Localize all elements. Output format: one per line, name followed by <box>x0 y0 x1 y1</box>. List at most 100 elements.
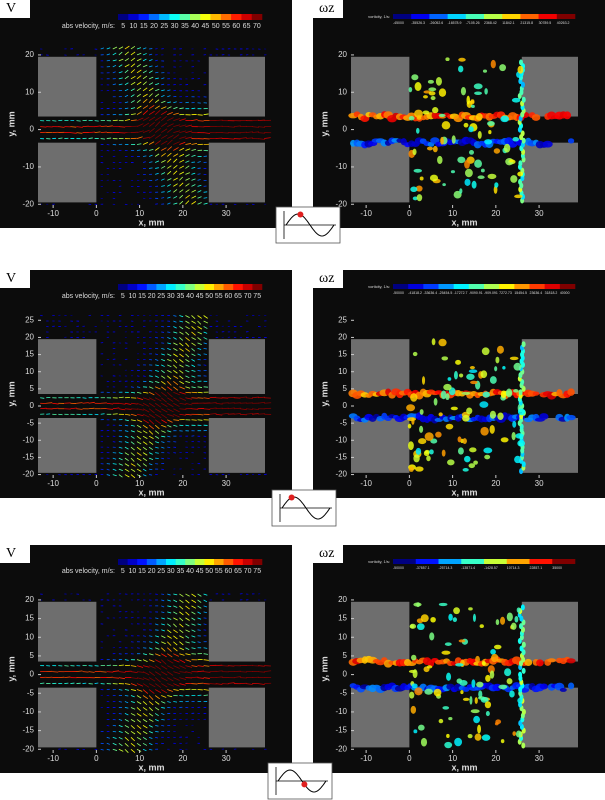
vector <box>239 671 247 673</box>
vector <box>173 124 181 127</box>
vector <box>161 695 167 698</box>
vorticity-blob <box>485 711 490 717</box>
colorbar-tick-label: 65 <box>234 568 242 575</box>
vector <box>154 153 160 157</box>
vector <box>185 653 191 656</box>
vector <box>148 719 154 722</box>
vector <box>58 413 63 416</box>
vorticity-blob <box>468 126 474 133</box>
vector <box>112 407 120 410</box>
colorbar-tick-label: 70 <box>244 568 252 575</box>
vector <box>130 457 135 462</box>
vorticity-blob <box>482 69 488 73</box>
vector <box>136 149 141 151</box>
vorticity-blob <box>521 96 526 103</box>
vector <box>118 701 122 703</box>
vector <box>160 659 167 665</box>
vector <box>136 748 142 752</box>
vector <box>167 101 171 104</box>
y-tick-label: -10 <box>22 707 34 716</box>
x-tick-label: 20 <box>178 209 187 218</box>
vector <box>142 713 148 717</box>
vorticity-blob <box>438 718 444 724</box>
vector <box>124 408 132 410</box>
vector <box>136 386 141 388</box>
vector <box>197 320 202 325</box>
colorbar-tick-label: 20 <box>150 23 158 30</box>
vector <box>124 731 130 735</box>
vorticity-blob <box>457 447 464 455</box>
y-tick-label: -15 <box>335 726 347 735</box>
colorbar-tick-label: 2368.42 <box>484 21 497 25</box>
vector <box>112 71 116 74</box>
vector <box>154 391 161 397</box>
vector <box>142 142 149 145</box>
vector <box>148 134 156 139</box>
wall-block <box>208 142 265 203</box>
vector <box>155 724 159 727</box>
colorbar-tick-label: 40 <box>191 23 199 30</box>
vector <box>160 391 168 397</box>
vorticity-blob <box>422 110 430 115</box>
y-tick-label: -10 <box>22 435 34 444</box>
vector <box>173 665 180 669</box>
panel: -10 0 10 20 30 20 10 0 -10 -20 x, mm y, mm ωz vortici… <box>313 0 605 228</box>
vector <box>149 375 153 377</box>
y-tick-label: -20 <box>22 744 34 753</box>
colorbar-tick-label: -33636.4 <box>423 291 437 295</box>
vector <box>173 348 178 351</box>
colorbar-label: vorticity, 1/s: <box>368 14 390 19</box>
vector <box>179 413 186 416</box>
vector <box>197 593 202 597</box>
panel-title: V <box>6 546 16 561</box>
vector <box>88 401 95 404</box>
vector <box>191 119 198 122</box>
x-tick-label: 10 <box>448 754 457 763</box>
vector <box>124 45 130 50</box>
vorticity-blob <box>489 376 497 384</box>
vorticity-blob <box>461 391 471 395</box>
x-tick-label: 20 <box>491 754 500 763</box>
y-axis-label: y, mm <box>319 381 329 406</box>
vorticity-blob <box>466 407 473 415</box>
vorticity-blob <box>409 623 417 629</box>
vector <box>154 116 162 121</box>
vector <box>185 172 190 175</box>
x-tick-label: 0 <box>407 209 412 218</box>
y-tick-label: -20 <box>335 199 347 208</box>
vector <box>142 452 148 456</box>
vector <box>124 424 129 427</box>
vector <box>161 402 168 408</box>
vector <box>167 146 173 151</box>
vector <box>118 736 123 740</box>
vector <box>203 326 208 329</box>
vector <box>173 118 181 122</box>
vorticity-blob <box>566 414 576 421</box>
vorticity-blob <box>518 671 523 678</box>
vector <box>191 148 196 151</box>
vector <box>167 89 171 92</box>
colorbar-tick-label: -26052.6 <box>429 21 443 25</box>
colorbar-tick-label: 70 <box>244 293 252 300</box>
vector <box>124 659 129 661</box>
vorticity-blob <box>450 406 458 411</box>
vector <box>173 593 178 596</box>
vorticity-blob <box>413 602 422 607</box>
vector <box>136 402 144 407</box>
vector <box>167 369 172 373</box>
vector <box>142 136 150 139</box>
vorticity-blob <box>452 617 458 623</box>
vector <box>124 689 130 691</box>
vector <box>185 160 190 163</box>
vorticity-blob <box>493 644 502 650</box>
colorbar-tick-label: 50 <box>205 568 213 575</box>
vector <box>148 446 153 450</box>
vector <box>124 69 129 74</box>
vector <box>173 605 178 608</box>
phase-icon <box>271 489 337 527</box>
vector <box>130 707 136 710</box>
colorbar-swatch <box>447 14 467 19</box>
vector <box>124 118 131 122</box>
colorbar-swatch <box>185 559 196 565</box>
vector <box>173 402 180 407</box>
